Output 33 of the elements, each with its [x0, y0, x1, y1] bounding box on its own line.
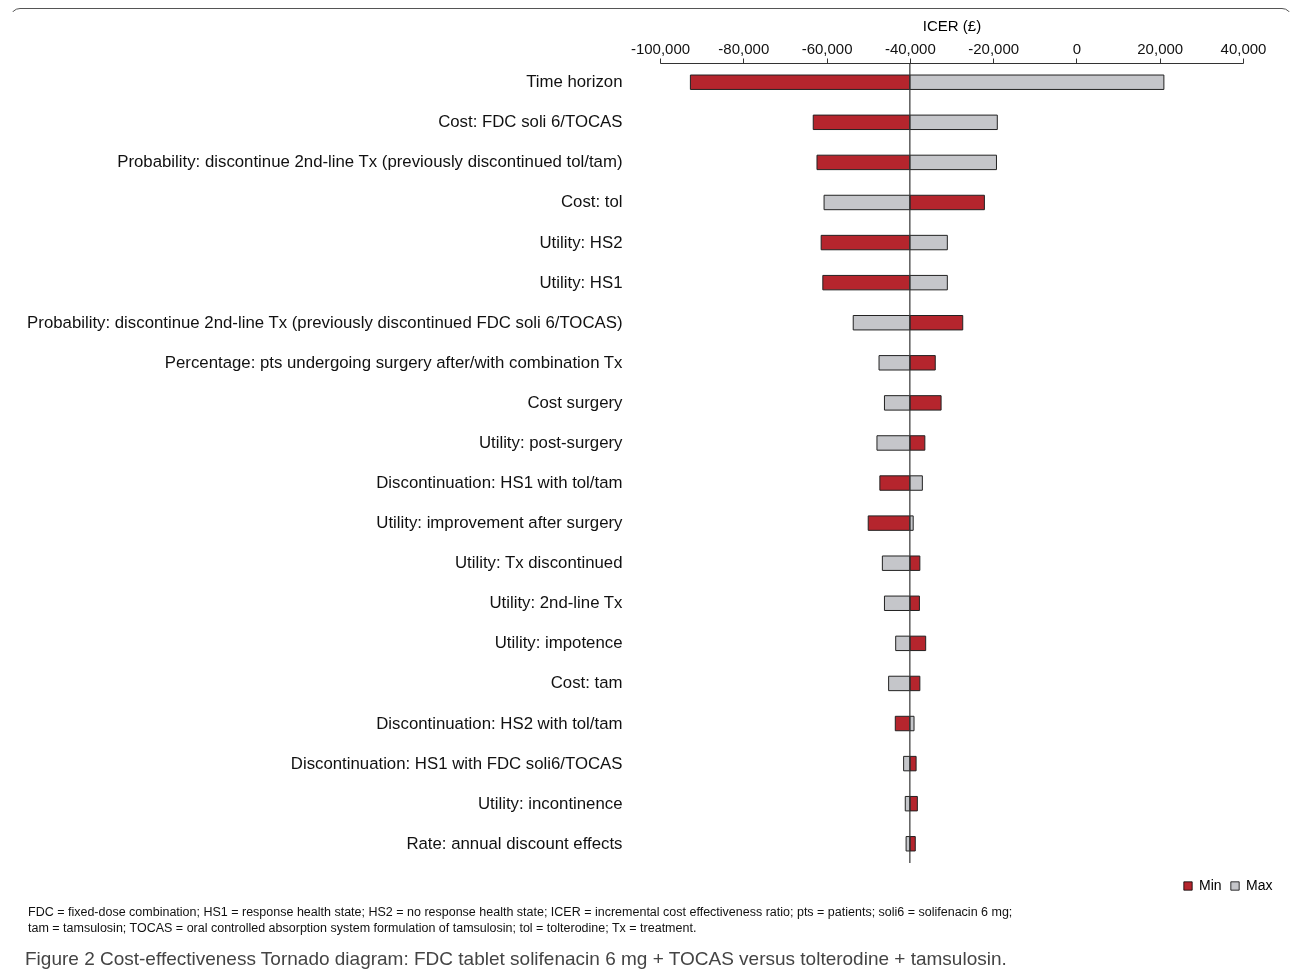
y-tick-label: Utility: incontinence [477, 793, 623, 813]
y-tick-label: Utility: improvement after surgery [376, 513, 624, 533]
y-tick-label: Percentage: pts undergoing surgery after/with combination Tx [164, 352, 624, 372]
y-tick-label: Time horizon [526, 72, 623, 92]
x-tick-label: 0 [1072, 39, 1082, 57]
legend-label: Max [1246, 877, 1273, 893]
y-tick-label: Cost: FDC soli 6/TOCAS [438, 112, 623, 132]
y-tick-label: Probability: discontinue 2nd-line Tx (previously discontinued FDC soli 6/TOCAS) [27, 312, 623, 332]
x-tick-label: -40,000 [884, 39, 936, 57]
y-tick-label: Discontinuation: HS1 with tol/tam [376, 473, 623, 493]
x-axis-title: ICER (£) [922, 16, 982, 34]
y-tick-label: Probability: discontinue 2nd-line Tx (previously discontinued tol/tam) [117, 152, 623, 172]
y-tick-label: Cost: tam [550, 673, 623, 693]
y-tick-label: Utility: Tx discontinued [454, 553, 623, 573]
x-tick-label: -60,000 [801, 39, 853, 57]
x-tick-label: 40,000 [1220, 39, 1267, 57]
x-tick-label: -20,000 [968, 39, 1020, 57]
y-tick-label: Cost: tol [560, 192, 623, 212]
x-tick-label: 20,000 [1137, 39, 1184, 57]
x-tick-label: -80,000 [718, 39, 770, 57]
y-tick-label: Utility: HS2 [539, 232, 623, 252]
y-tick-label: Discontinuation: HS1 with FDC soli6/TOCAS [290, 753, 623, 773]
x-tick-label: -100,000 [630, 39, 691, 57]
y-tick-label: Rate: annual discount effects [406, 833, 623, 853]
text: FDC = fixed-dose combination; HS1 = response health state; HS2 = no response health state; ICER = incremental cost effectiveness ratio; pts = patients; soli6 = solifenacin 6 mg; tam = tamsulosin; TOCAS = oral controlled absorption system formulation of tamsulosin; tol = tolterodine; Tx = treatment. [28, 904, 1014, 936]
y-tick-label: Utility: HS1 [539, 272, 623, 292]
y-tick-label: Cost surgery [527, 392, 624, 412]
caption: Figure 2 Cost-effectiveness Tornado diagram: FDC tablet solifenacin 6 mg + TOCAS versus tolterodine + tamsulosin. [25, 948, 1007, 970]
y-tick-label: Utility: post-surgery [478, 432, 624, 452]
y-tick-label: Discontinuation: HS2 with tol/tam [376, 713, 623, 733]
legend-label: Min [1199, 877, 1222, 893]
y-tick-label: Utility: 2nd-line Tx [489, 593, 624, 613]
y-tick-label: Utility: impotence [494, 633, 623, 653]
